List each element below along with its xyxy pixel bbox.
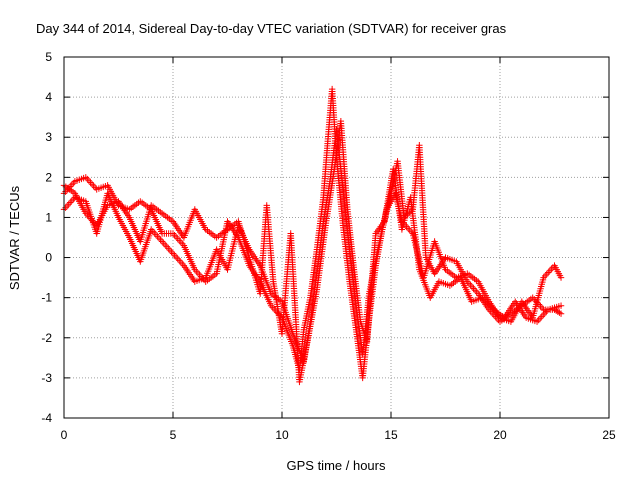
data-point <box>172 253 180 261</box>
data-point <box>177 258 184 266</box>
data-point <box>473 288 480 296</box>
data-point <box>471 287 479 294</box>
data-point <box>546 267 554 274</box>
y-tick-label: 1 <box>45 210 52 224</box>
data-point <box>151 229 158 237</box>
data-point <box>541 309 549 317</box>
series-track-3 <box>60 117 565 386</box>
data-point <box>166 246 174 254</box>
data-point <box>194 269 202 277</box>
data-point <box>557 310 565 317</box>
data-point <box>535 316 542 324</box>
data-point <box>163 243 170 250</box>
y-tick-label: 3 <box>45 130 52 144</box>
data-point <box>88 181 96 188</box>
data-point <box>87 179 94 186</box>
x-axis-label: GPS time / hours <box>287 458 386 473</box>
y-tick-label: 5 <box>45 50 52 64</box>
data-point <box>168 248 175 256</box>
data-point <box>538 313 545 320</box>
data-point <box>177 238 184 246</box>
data-point <box>538 304 546 312</box>
plot-frame <box>63 56 610 419</box>
y-tick-label: -4 <box>41 411 52 425</box>
data-point <box>162 241 169 249</box>
data-point <box>176 237 183 244</box>
data-point <box>470 285 477 292</box>
chart-title: Day 344 of 2014, Sidereal Day-to-day VTE… <box>36 21 507 36</box>
x-tick-label: 25 <box>602 428 616 442</box>
data-point <box>160 240 167 247</box>
data-point <box>548 265 555 273</box>
data-point <box>155 234 163 242</box>
data-point <box>179 260 186 268</box>
data-point <box>154 233 161 240</box>
data-points <box>60 85 565 386</box>
data-point <box>404 225 412 232</box>
data-point <box>165 245 172 252</box>
data-point <box>152 231 160 238</box>
grid-lines <box>64 57 609 418</box>
data-point <box>84 175 91 183</box>
y-tick-label: 0 <box>45 251 52 265</box>
data-point <box>557 302 565 309</box>
data-point <box>545 269 552 276</box>
y-tick-label: -1 <box>41 291 52 305</box>
x-tick-label: 20 <box>493 428 507 442</box>
x-tick-label: 10 <box>275 428 289 442</box>
data-point <box>174 235 181 242</box>
x-tick-label: 5 <box>170 428 177 442</box>
data-point <box>176 257 183 264</box>
data-point <box>157 236 164 243</box>
data-point <box>169 250 177 257</box>
data-point <box>171 232 178 239</box>
series-track-2 <box>60 126 565 366</box>
data-point <box>67 199 74 206</box>
data-point <box>91 184 99 191</box>
data-point <box>63 202 71 210</box>
y-tick-label: -3 <box>41 371 52 385</box>
x-tick-label: 0 <box>61 428 68 442</box>
data-point <box>172 233 180 241</box>
data-point <box>62 204 69 211</box>
data-point <box>174 255 181 262</box>
data-point <box>158 238 166 245</box>
x-tick-label: 15 <box>384 428 398 442</box>
data-point <box>65 201 72 208</box>
data-point <box>543 270 550 278</box>
data-point <box>557 274 565 281</box>
y-tick-label: 4 <box>45 90 52 104</box>
y-tick-label: 2 <box>45 170 52 184</box>
y-axis-label: SDTVAR / TECUs <box>7 185 22 290</box>
y-tick-label: -2 <box>41 331 52 345</box>
data-point <box>468 283 476 290</box>
